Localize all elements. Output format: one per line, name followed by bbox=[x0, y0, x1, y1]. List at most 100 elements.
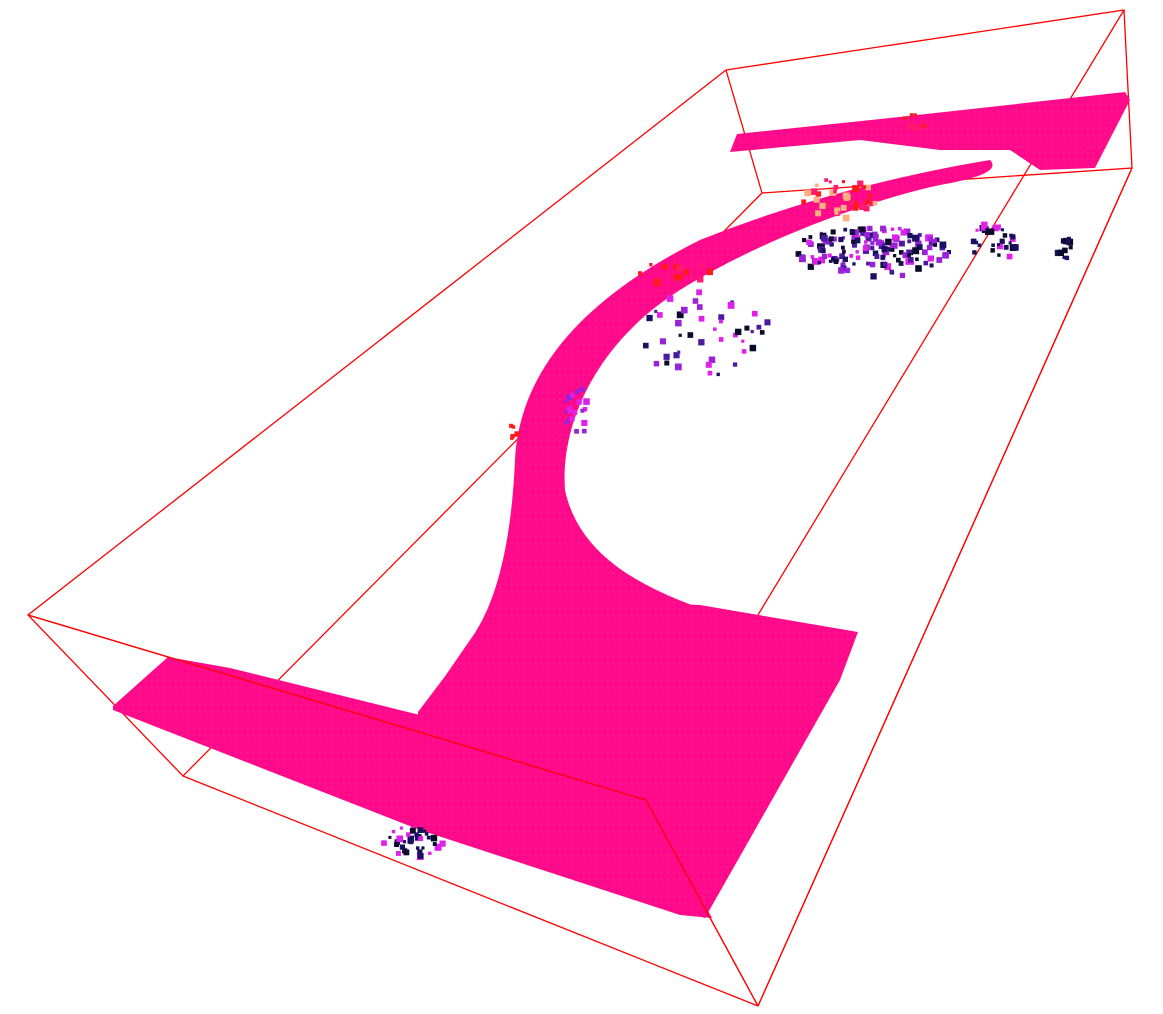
scatter-point bbox=[929, 263, 934, 268]
scatter-point bbox=[899, 272, 906, 279]
scatter-point bbox=[673, 273, 681, 281]
scatter-point bbox=[972, 250, 977, 255]
scatter-point bbox=[698, 339, 705, 346]
scatter-point bbox=[922, 123, 927, 128]
scatter-point bbox=[657, 312, 663, 318]
scatter-point bbox=[915, 257, 919, 262]
scatter-point bbox=[854, 237, 861, 244]
scatter-point bbox=[574, 390, 580, 395]
scatter-point bbox=[922, 249, 928, 256]
scatter-point bbox=[676, 265, 684, 273]
scatter-point bbox=[909, 113, 914, 117]
scatter-point bbox=[843, 227, 848, 232]
scatter-point bbox=[853, 201, 859, 206]
scatter-point bbox=[852, 185, 860, 193]
scatter-point bbox=[716, 372, 720, 377]
scatter-point bbox=[907, 233, 913, 239]
scatter-point bbox=[815, 210, 822, 217]
scatter-point bbox=[880, 240, 885, 244]
scatter-point bbox=[997, 253, 1001, 257]
scatter-point bbox=[859, 226, 866, 233]
scatter-point bbox=[396, 835, 404, 843]
scatter-point bbox=[834, 207, 841, 214]
scatter-point bbox=[869, 261, 876, 268]
scatter-point bbox=[795, 251, 802, 257]
scatter-point bbox=[428, 851, 432, 855]
scatter-point bbox=[898, 226, 902, 231]
scatter-point bbox=[831, 257, 835, 261]
scatter-point bbox=[810, 255, 815, 259]
scatter-point bbox=[915, 240, 922, 248]
scatter-point bbox=[859, 205, 865, 210]
scatter-point bbox=[696, 304, 703, 310]
scatter-point bbox=[821, 253, 828, 260]
scatter-point bbox=[813, 196, 820, 203]
scatter-point bbox=[649, 263, 653, 267]
scatter-point bbox=[1008, 241, 1012, 245]
scatter-point bbox=[815, 191, 822, 197]
scatter-point bbox=[893, 254, 897, 258]
scatter-point bbox=[987, 228, 995, 235]
scatter-point bbox=[912, 234, 919, 242]
scatter-point bbox=[861, 201, 866, 206]
scatter-point bbox=[852, 262, 856, 266]
scatter-point bbox=[878, 242, 886, 250]
scatter-point bbox=[579, 386, 585, 393]
scatter-point bbox=[892, 234, 899, 241]
scatter-point bbox=[860, 231, 865, 236]
scatter-point bbox=[939, 241, 947, 249]
scatter-point bbox=[583, 398, 590, 405]
scatter-point bbox=[885, 238, 892, 246]
scatter-point bbox=[908, 257, 914, 263]
scatter-point bbox=[867, 193, 872, 198]
scatter-point bbox=[906, 123, 913, 129]
scatter-point bbox=[756, 324, 762, 330]
scatter-point bbox=[889, 269, 894, 274]
scatter-point bbox=[663, 353, 670, 360]
scatter-point bbox=[1063, 237, 1070, 245]
scatter-point bbox=[735, 328, 742, 336]
scatter-point bbox=[885, 251, 890, 256]
scatter-point bbox=[564, 410, 568, 414]
scatter-point bbox=[1006, 253, 1013, 260]
scatter-point bbox=[1062, 255, 1066, 259]
scatter-point bbox=[697, 276, 704, 283]
scatter-point bbox=[408, 839, 414, 845]
scatter-point bbox=[839, 253, 845, 260]
scatter-point bbox=[673, 352, 680, 359]
scatter-point bbox=[841, 180, 845, 184]
scatter-point bbox=[900, 229, 907, 236]
scatter-point bbox=[1001, 240, 1005, 244]
scatter-point bbox=[664, 360, 670, 366]
scatter-point bbox=[865, 184, 871, 191]
scatter-point bbox=[407, 835, 415, 843]
scatter-point bbox=[819, 202, 826, 209]
scatter-point bbox=[683, 269, 689, 275]
scatter-point bbox=[514, 431, 520, 437]
scatter-point bbox=[406, 832, 411, 837]
scatter-point bbox=[872, 250, 879, 256]
scatter-point bbox=[996, 243, 1000, 247]
scatter-point bbox=[582, 407, 588, 412]
bounding-box-left-edge bbox=[27, 69, 763, 777]
scatter-point bbox=[509, 423, 514, 428]
scatter-point bbox=[678, 333, 682, 337]
scatter-point bbox=[566, 394, 573, 401]
scatter-point bbox=[676, 311, 684, 319]
scatter-point bbox=[851, 239, 856, 244]
scatter-point bbox=[426, 835, 431, 840]
scatter-point bbox=[681, 306, 688, 314]
scatter-point bbox=[826, 200, 830, 204]
scatter-point bbox=[391, 829, 396, 834]
scatter-point bbox=[804, 189, 812, 197]
scatter-point bbox=[852, 204, 859, 211]
bounding-box-front-right bbox=[757, 167, 1133, 1007]
scatter-point bbox=[1064, 255, 1070, 261]
scatter-point bbox=[662, 263, 668, 270]
scatter-point bbox=[834, 211, 839, 215]
scatter-point bbox=[752, 310, 758, 317]
scatter-point bbox=[833, 259, 839, 264]
scatter-point bbox=[824, 178, 828, 182]
